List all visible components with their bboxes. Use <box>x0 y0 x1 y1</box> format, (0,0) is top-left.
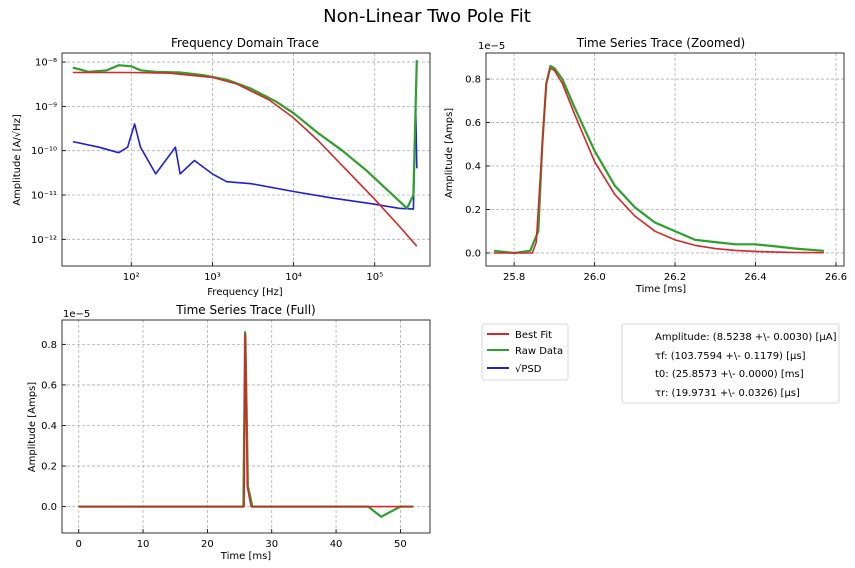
time-series-full-panel: Time Series Trace (Full) Time [ms] Ampli… <box>27 303 431 562</box>
legend-label-fit: Best Fit <box>515 330 552 341</box>
full-xtick-label-0: 0 <box>76 539 82 550</box>
param-amplitude: Amplitude: (8.5238 +\- 0.0030) [μA] <box>655 332 837 343</box>
zoom-title: Time Series Trace (Zoomed) <box>576 36 746 50</box>
freq-xlabel: Frequency [Hz] <box>207 287 283 298</box>
zoom-xtick-label-3: 26.4 <box>744 272 766 283</box>
zoom-ylabel: Amplitude [Amps] <box>444 108 455 198</box>
full-ytick-label-0: 0.0 <box>41 502 57 513</box>
zoom-ytick-label-1: 0.2 <box>465 205 481 216</box>
zoom-offset-label: 1e−5 <box>478 41 505 52</box>
full-xtick-label-4: 40 <box>330 539 343 550</box>
freq-xtick-label-3: 10⁵ <box>366 272 383 283</box>
zoom-xlabel: Time [ms] <box>635 284 687 295</box>
freq-xtick-label-2: 10⁴ <box>285 272 302 283</box>
zoom-ytick-label-2: 0.4 <box>465 162 481 173</box>
figure-title: Non-Linear Two Pole Fit <box>323 6 531 27</box>
param-t0: t0: (25.8573 +\- 0.0000) [ms] <box>655 369 804 380</box>
freq-series-raw <box>72 60 418 210</box>
legend-box <box>481 323 569 381</box>
freq-axes-frame <box>61 52 431 267</box>
full-offset-label: 1e−5 <box>63 309 90 320</box>
freq-ytick-label-3: 10⁻⁹ <box>35 102 57 113</box>
freq-ylabel: Amplitude [A/√Hz] <box>12 114 23 206</box>
time-series-zoomed-panel: Time Series Trace (Zoomed) Time [ms] Amp… <box>444 36 847 295</box>
zoom-ytick-label-3: 0.6 <box>465 118 481 129</box>
frequency-domain-panel: Frequency Domain Trace Frequency [Hz] Am… <box>12 36 431 298</box>
params-box <box>621 323 840 404</box>
legend-label-raw: Raw Data <box>515 346 563 357</box>
full-ytick-label-3: 0.6 <box>41 380 57 391</box>
freq-ytick-label-4: 10⁻⁸ <box>35 58 57 69</box>
full-xlabel: Time [ms] <box>220 551 272 562</box>
freq-series-fit <box>72 71 418 247</box>
freq-ytick-label-1: 10⁻¹¹ <box>31 191 57 202</box>
fit-parameters-box: Amplitude: (8.5238 +\- 0.0030) [μA] τf: … <box>621 323 840 404</box>
full-axes-frame <box>61 319 431 534</box>
zoom-xtick-label-2: 26.2 <box>664 272 686 283</box>
full-ytick-label-2: 0.4 <box>41 421 57 432</box>
zoom-xtick-label-0: 25.8 <box>503 272 525 283</box>
zoom-xtick-label-4: 26.6 <box>825 272 847 283</box>
legend: Best Fit Raw Data √PSD <box>481 323 569 381</box>
freq-xtick-label-1: 10³ <box>204 272 221 283</box>
zoom-series-raw <box>493 64 824 255</box>
zoom-axes-frame <box>485 52 845 267</box>
zoom-ytick-label-0: 0.0 <box>465 248 481 259</box>
full-title: Time Series Trace (Full) <box>175 303 315 317</box>
zoom-series-fit <box>494 67 824 254</box>
legend-label-psd: √PSD <box>515 364 542 375</box>
full-xtick-label-5: 50 <box>394 539 407 550</box>
freq-ytick-label-2: 10⁻¹⁰ <box>31 146 57 157</box>
freq-ytick-label-0: 10⁻¹² <box>31 235 57 246</box>
param-tau-rise: τr: (19.9731 +\- 0.0326) [μs] <box>655 388 800 399</box>
full-ytick-label-4: 0.8 <box>41 340 57 351</box>
full-xtick-label-2: 20 <box>201 539 214 550</box>
freq-title: Frequency Domain Trace <box>171 36 319 50</box>
full-xtick-label-1: 10 <box>137 539 150 550</box>
full-ylabel: Amplitude [Amps] <box>27 382 38 472</box>
full-ytick-label-1: 0.2 <box>41 462 57 473</box>
zoom-xtick-label-1: 26.0 <box>583 272 605 283</box>
freq-xtick-label-0: 10² <box>123 272 140 283</box>
full-series-fit <box>78 333 414 508</box>
param-tau-fall: τf: (103.7594 +\- 0.1179) [μs] <box>655 351 806 362</box>
full-xtick-label-3: 30 <box>265 539 278 550</box>
freq-series-sqrt-psd <box>72 105 418 210</box>
zoom-ytick-label-4: 0.8 <box>465 75 481 86</box>
